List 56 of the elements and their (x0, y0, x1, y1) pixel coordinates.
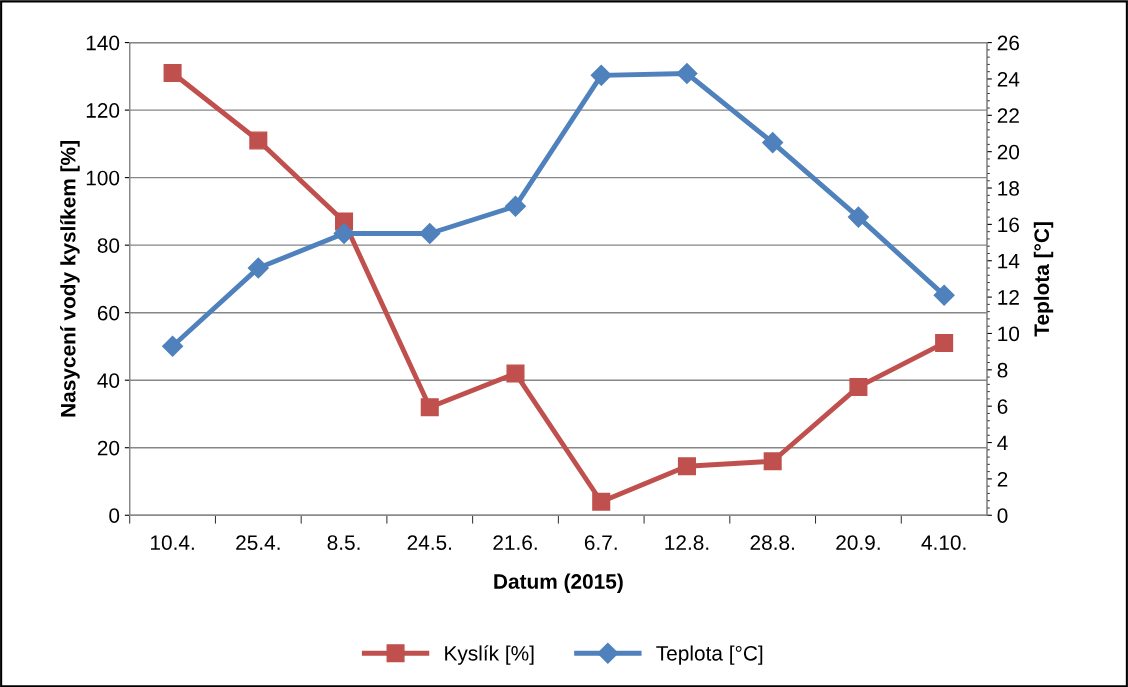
x-tick-label: 8.5. (327, 535, 360, 550)
y-axis-title: Nasycení vody kyslíkem [%] (60, 141, 80, 417)
x-tick-label: 25.4. (236, 535, 280, 550)
y-tick-label: 140 (86, 35, 120, 51)
point (247, 257, 269, 279)
point (676, 62, 698, 85)
point (590, 64, 612, 86)
y2-tick-label: 26 (997, 35, 1019, 51)
point (249, 131, 268, 150)
y-tick-label: 120 (86, 103, 120, 118)
point (419, 222, 441, 244)
y2-tick-label: 0 (997, 508, 1008, 523)
y2-tick-label: 12 (998, 290, 1019, 305)
point (420, 398, 439, 417)
x-tick-label: 20.9. (836, 535, 880, 550)
y-tick-label: 60 (97, 305, 120, 321)
point (163, 63, 182, 83)
point (763, 452, 782, 471)
point (592, 492, 611, 511)
point (762, 132, 784, 154)
x-tick-label: 12.8. (665, 535, 709, 550)
point (933, 284, 955, 306)
point (677, 457, 696, 476)
y2-tick-label: 18 (998, 181, 1019, 196)
legend-label: Teplota [°C] (656, 645, 763, 665)
point (333, 222, 355, 244)
point (504, 195, 527, 217)
x-tick-label: 28.8. (750, 535, 794, 550)
y2-tick-label: 24 (997, 71, 1020, 87)
y2-tick-label: 14 (998, 253, 1020, 269)
y-tick-label: 20 (97, 440, 120, 456)
y2-tick-label: 2 (997, 471, 1008, 487)
x-tick-label: 6.7. (584, 535, 617, 550)
y2-tick-label: 20 (997, 144, 1020, 160)
legend-label: Kyslík [%] (445, 645, 534, 665)
y2-tick-label: 10 (998, 326, 1020, 342)
y-tick-label: 40 (97, 373, 120, 388)
y-tick-label: 100 (86, 170, 120, 186)
y2-axis-title: Teplota [°C] (1033, 222, 1054, 337)
y2-tick-label: 4 (997, 435, 1008, 451)
x-tick-label: 10.4. (151, 535, 194, 550)
y2-tick-label: 16 (998, 217, 1019, 233)
x-tick-label: 24.5. (407, 535, 452, 550)
x-axis-title: Datum (2015) (494, 573, 623, 593)
point (935, 334, 954, 353)
point (162, 335, 184, 357)
point (849, 377, 868, 396)
y2-tick-label: 22 (997, 108, 1019, 123)
y2-tick-label: 8 (997, 362, 1008, 378)
y-tick-label: 80 (97, 238, 120, 253)
x-tick-label: 4.10. (921, 535, 966, 550)
point (847, 206, 869, 228)
y-tick-label: 0 (109, 508, 120, 523)
x-tick-label: 21.6. (493, 535, 537, 550)
y2-tick-label: 6 (997, 399, 1008, 414)
point (506, 364, 525, 383)
